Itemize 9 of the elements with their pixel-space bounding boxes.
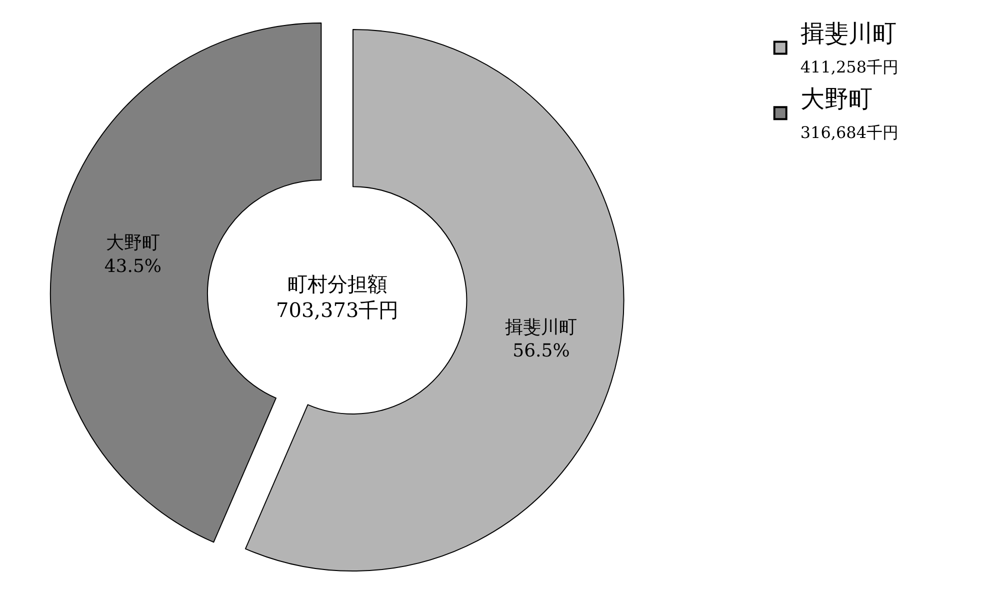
slice-label: 大野町 (106, 232, 160, 254)
text: 411,258千円 (800, 58, 899, 77)
data-label: 56.5% (512, 340, 570, 362)
text: 町村分担額 703,373千円 (276, 272, 399, 322)
slice-label: 揖斐川町 (505, 317, 578, 338)
data-label: 43.5% (104, 256, 162, 277)
text: 316,684千円 (800, 123, 899, 142)
legend-label: 大野町 (800, 84, 872, 113)
legend-label: 揖斐川町 (800, 19, 896, 48)
